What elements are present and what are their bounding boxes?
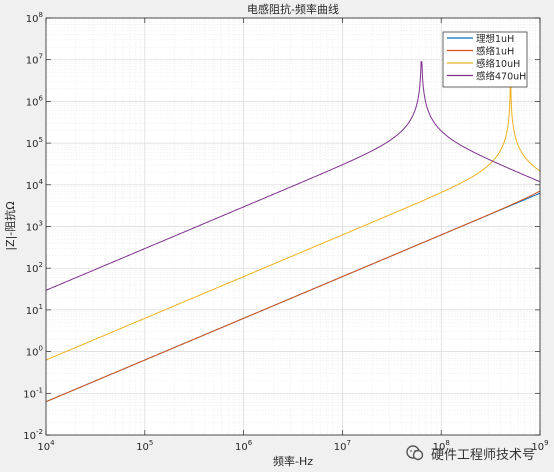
x-tick-label: 108 xyxy=(433,439,450,453)
y-tick-label-base: 10 xyxy=(23,431,36,442)
x-tick-label-base: 10 xyxy=(334,442,347,453)
y-tick-label-exp: 7 xyxy=(39,53,43,61)
y-tick-label-base: 10 xyxy=(26,306,39,317)
x-tick-label-exp: 4 xyxy=(50,439,55,447)
legend-label: 理想1uH xyxy=(476,33,514,45)
y-tick-label: 10-2 xyxy=(23,428,43,442)
y-tick-label-base: 10 xyxy=(26,139,39,150)
y-tick-label-exp: 3 xyxy=(39,220,43,228)
x-tick-label: 109 xyxy=(531,439,548,453)
x-tick-label-base: 10 xyxy=(136,442,149,453)
watermark: 硬件工程师技术号 xyxy=(405,440,550,466)
y-tick-label: 101 xyxy=(26,303,43,317)
x-tick-label-base: 10 xyxy=(531,442,544,453)
y-tick-label: 10-1 xyxy=(23,386,43,400)
series-line-1 xyxy=(46,189,540,403)
y-tick-label: 105 xyxy=(26,136,43,150)
x-axis-label: 频率-Hz xyxy=(273,454,313,468)
y-tick-label-exp: 4 xyxy=(39,178,44,186)
x-tick-label: 104 xyxy=(37,439,55,453)
y-tick-label-exp: -2 xyxy=(36,428,43,436)
x-tick-labels: 104 105 106 107 108 109 xyxy=(37,439,548,453)
y-tick-label-exp: 8 xyxy=(39,11,43,19)
axis-ticks xyxy=(45,17,541,436)
y-tick-label: 104 xyxy=(26,178,44,192)
x-tick-label-exp: 5 xyxy=(149,439,153,447)
x-tick-label: 106 xyxy=(235,439,253,453)
y-tick-label-base: 10 xyxy=(26,223,39,234)
x-tick-label-base: 10 xyxy=(433,442,446,453)
y-tick-label: 103 xyxy=(26,220,43,234)
y-tick-label-base: 10 xyxy=(23,389,36,400)
x-tick-label-exp: 8 xyxy=(445,439,449,447)
x-tick-label-exp: 9 xyxy=(544,439,548,447)
y-tick-label-base: 10 xyxy=(26,181,39,192)
y-tick-label-base: 10 xyxy=(26,14,39,25)
x-tick-label-exp: 7 xyxy=(347,439,351,447)
y-axis-label: |Z|-阻抗Ω xyxy=(3,201,17,250)
y-tick-label-exp: 6 xyxy=(39,94,44,102)
series-group xyxy=(46,57,540,403)
y-tick-label: 102 xyxy=(26,261,43,275)
y-tick-label-base: 10 xyxy=(26,56,39,67)
legend-box xyxy=(442,31,528,88)
y-tick-label-base: 10 xyxy=(26,348,39,359)
series-line-2 xyxy=(46,57,540,361)
y-tick-label: 100 xyxy=(26,345,43,359)
x-tick-label: 105 xyxy=(136,439,153,453)
chart-title: 电感阻抗-频率曲线 xyxy=(247,2,339,16)
watermark-text: 硬件工程师技术号 xyxy=(431,447,536,463)
y-tick-label: 107 xyxy=(26,53,43,67)
y-tick-label-exp: 1 xyxy=(39,303,43,311)
x-tick-label-base: 10 xyxy=(37,442,50,453)
x-tick-label: 107 xyxy=(334,439,351,453)
y-tick-label-exp: 5 xyxy=(39,136,43,144)
legend-label: 感络1uH xyxy=(476,46,514,58)
y-tick-label-exp: 2 xyxy=(39,261,43,269)
y-tick-label-base: 10 xyxy=(26,97,39,108)
x-tick-label-base: 10 xyxy=(235,442,248,453)
y-tick-label-exp: 0 xyxy=(39,345,43,353)
y-tick-label-exp: -1 xyxy=(36,386,43,394)
y-tick-label: 108 xyxy=(26,11,43,25)
x-tick-label-exp: 6 xyxy=(248,439,253,447)
series-line-3 xyxy=(46,61,540,291)
y-tick-label-base: 10 xyxy=(26,264,39,275)
legend-label: 感络10uH xyxy=(476,58,520,70)
wechat-icon xyxy=(406,445,424,461)
legend-label: 感络470uH xyxy=(476,71,526,83)
y-tick-label: 106 xyxy=(26,94,44,108)
